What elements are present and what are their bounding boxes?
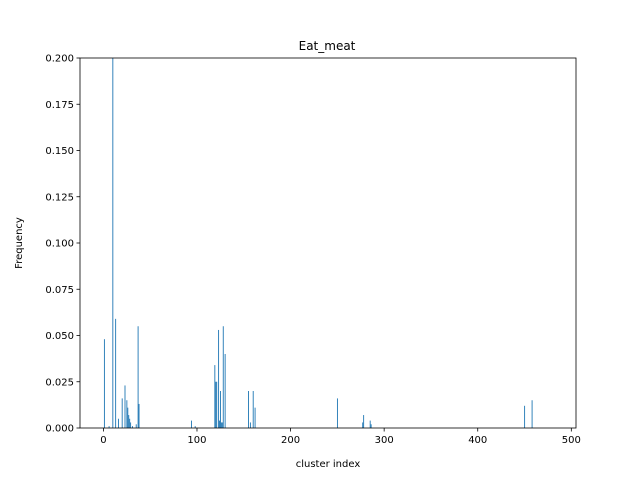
bar bbox=[135, 424, 137, 428]
x-axis-label: cluster index bbox=[296, 459, 361, 470]
bar bbox=[128, 415, 130, 428]
bar bbox=[216, 381, 218, 428]
bar bbox=[224, 354, 226, 428]
bar bbox=[108, 426, 110, 428]
y-tick-label: 0.025 bbox=[45, 377, 74, 388]
bar bbox=[127, 407, 129, 428]
x-tick-label: 500 bbox=[562, 435, 581, 446]
y-tick-label: 0.125 bbox=[45, 192, 74, 203]
bar bbox=[130, 422, 132, 428]
x-tick-label: 0 bbox=[100, 435, 106, 446]
bar bbox=[336, 398, 338, 428]
bar bbox=[137, 326, 139, 428]
bar bbox=[112, 58, 114, 428]
y-tick-label: 0.100 bbox=[45, 239, 74, 250]
y-axis-label: Frequency bbox=[14, 217, 25, 269]
bar-series bbox=[103, 58, 533, 428]
bar bbox=[249, 422, 251, 428]
bar bbox=[218, 329, 220, 428]
x-tick-label: 100 bbox=[187, 435, 206, 446]
bar bbox=[220, 391, 221, 428]
bar bbox=[129, 418, 131, 428]
bar bbox=[252, 391, 254, 428]
y-tick-label: 0.050 bbox=[45, 331, 74, 342]
bar bbox=[248, 391, 249, 428]
y-tick-label: 0.075 bbox=[45, 285, 74, 296]
y-tick-label: 0.150 bbox=[45, 146, 74, 157]
x-tick-label: 300 bbox=[375, 435, 394, 446]
bar bbox=[190, 420, 192, 428]
x-tick-label: 200 bbox=[281, 435, 300, 446]
y-tick-label: 0.000 bbox=[45, 424, 74, 435]
bar bbox=[215, 381, 217, 428]
y-axis-ticks: 0.000 0.025 0.050 0.075 0.100 0.125 0.150 0.175… bbox=[45, 54, 80, 435]
bar bbox=[117, 418, 119, 428]
bar bbox=[115, 318, 117, 428]
plot-frame bbox=[79, 57, 577, 429]
bar bbox=[363, 415, 365, 428]
bar bbox=[219, 420, 220, 428]
bar bbox=[369, 420, 371, 428]
y-tick-label: 0.200 bbox=[45, 54, 74, 65]
bar bbox=[194, 426, 196, 428]
bar bbox=[220, 422, 222, 428]
bar bbox=[370, 424, 372, 428]
bar bbox=[221, 422, 223, 428]
x-tick-label: 400 bbox=[468, 435, 487, 446]
chart-title: Eat_meat bbox=[299, 39, 356, 53]
bar bbox=[214, 365, 216, 428]
bar bbox=[132, 426, 133, 428]
bar bbox=[103, 339, 105, 428]
y-tick-label: 0.175 bbox=[45, 100, 74, 111]
bar bbox=[254, 407, 256, 428]
bar bbox=[531, 400, 533, 428]
x-axis-ticks: 0 100 200 300 400 500 bbox=[100, 428, 581, 446]
bar bbox=[222, 326, 224, 428]
bar bbox=[121, 398, 123, 428]
bar bbox=[124, 385, 126, 428]
bar bbox=[126, 400, 128, 428]
bar bbox=[524, 405, 526, 428]
bar bbox=[362, 422, 364, 428]
bar bbox=[138, 403, 140, 428]
